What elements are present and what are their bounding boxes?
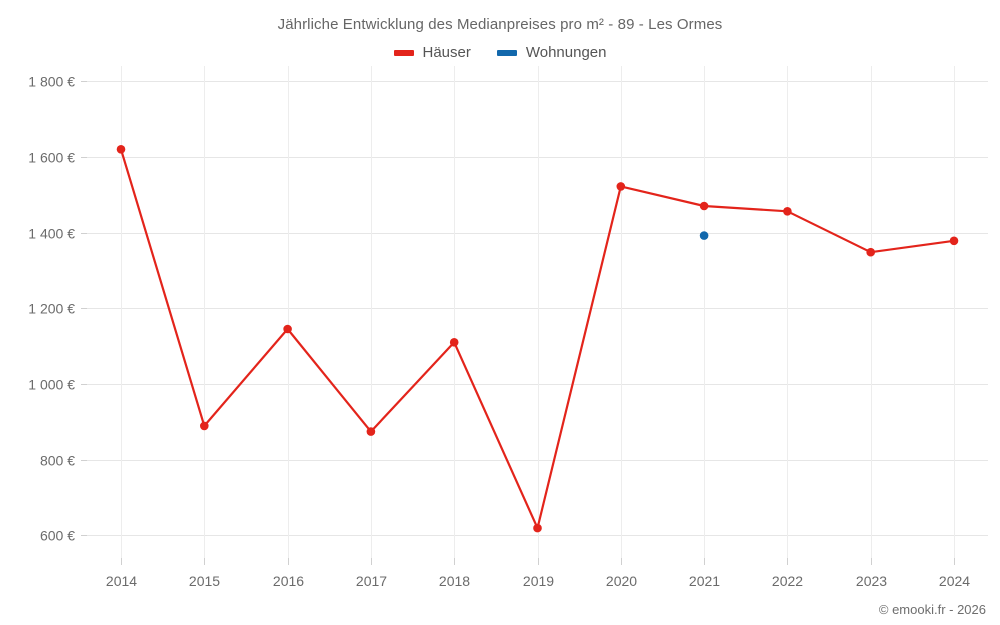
chart-title: Jährliche Entwicklung des Medianpreises … — [277, 16, 723, 33]
y-axis-tick-label: 1 400 € — [28, 226, 75, 242]
x-axis-tick-label: 2016 — [273, 573, 304, 589]
x-axis-tick-label: 2015 — [189, 573, 220, 589]
data-point[interactable] — [783, 207, 792, 216]
data-point[interactable] — [449, 338, 459, 347]
y-axis-tick-label: 1 600 € — [28, 150, 75, 166]
y-axis-tick-label: 600 € — [40, 528, 75, 544]
data-point[interactable] — [533, 523, 542, 533]
series-line-0 — [119, 148, 956, 530]
plot-area: 600 € 800 € 1 000 € 1 200 € 1 400 € 1 600 € 1 … — [28, 66, 988, 589]
x-axis-tick-label: 2023 — [856, 573, 887, 589]
data-point[interactable] — [949, 236, 959, 246]
x-axis-tick-label: 2014 — [106, 573, 137, 589]
data-point[interactable] — [699, 231, 709, 240]
data-point[interactable] — [200, 421, 209, 431]
y-axis-tick-label: 1 000 € — [28, 377, 75, 393]
x-axis-tick-label: 2022 — [772, 573, 803, 589]
y-axis-tick-label: 800 € — [40, 453, 75, 469]
legend-swatch-hauser — [393, 49, 414, 56]
y-axis-tick-label: 1 200 € — [28, 301, 75, 317]
data-point[interactable] — [866, 247, 875, 257]
legend-swatch-wohnungen — [496, 49, 517, 56]
data-point[interactable] — [283, 324, 292, 334]
chart-legend: Häuser Wohnungen — [0, 44, 1000, 61]
legend-label-wohnungen: Wohnungen — [525, 44, 607, 61]
x-axis-tick-label: 2021 — [689, 573, 720, 589]
y-axis-tick-label: 1 800 € — [28, 74, 75, 90]
data-point[interactable] — [116, 145, 126, 154]
x-axis-tick-label: 2018 — [439, 573, 470, 589]
data-point[interactable] — [616, 182, 626, 191]
x-axis-tick-label: 2019 — [523, 573, 554, 589]
x-axis-tick-label: 2024 — [939, 573, 970, 589]
x-axis-tick-label: 2020 — [606, 573, 637, 589]
data-point[interactable] — [699, 201, 709, 211]
x-axis-tick-label: 2017 — [356, 573, 387, 589]
legend-label-hauser: Häuser — [422, 44, 471, 61]
legend-item-hauser[interactable]: Häuser — [393, 44, 471, 61]
data-point[interactable] — [366, 427, 376, 436]
legend-item-wohnungen[interactable]: Wohnungen — [496, 44, 607, 61]
footer-credit: © emooki.fr - 2026 — [878, 602, 986, 617]
